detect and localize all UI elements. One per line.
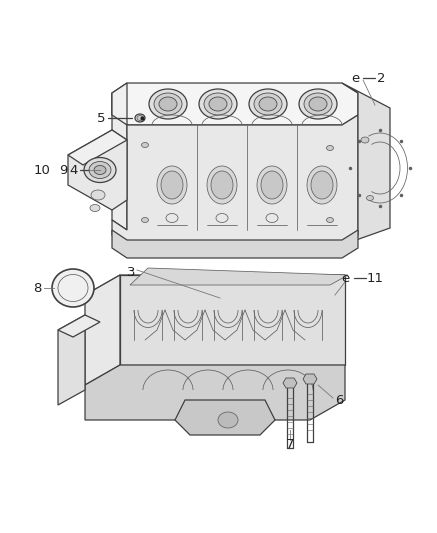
Ellipse shape — [326, 146, 333, 150]
Polygon shape — [175, 400, 275, 435]
Ellipse shape — [91, 190, 105, 200]
Polygon shape — [58, 315, 85, 405]
Ellipse shape — [257, 166, 287, 204]
Ellipse shape — [249, 89, 287, 119]
Ellipse shape — [161, 171, 183, 199]
Ellipse shape — [159, 97, 177, 111]
Polygon shape — [85, 275, 345, 295]
Text: 11: 11 — [367, 271, 384, 285]
Text: 2: 2 — [377, 71, 385, 85]
Text: 3: 3 — [126, 265, 135, 279]
Polygon shape — [68, 130, 127, 165]
Polygon shape — [303, 374, 317, 384]
Ellipse shape — [149, 89, 187, 119]
Ellipse shape — [157, 166, 187, 204]
Ellipse shape — [94, 166, 106, 174]
Polygon shape — [68, 130, 127, 210]
Ellipse shape — [142, 217, 149, 222]
Text: 4: 4 — [69, 164, 78, 176]
Polygon shape — [58, 315, 100, 337]
Text: 7: 7 — [286, 439, 294, 451]
Polygon shape — [85, 365, 345, 420]
Ellipse shape — [311, 171, 333, 199]
Ellipse shape — [304, 93, 332, 115]
Text: e: e — [341, 271, 349, 285]
Text: 8: 8 — [34, 281, 42, 295]
Polygon shape — [130, 268, 348, 285]
Polygon shape — [112, 230, 358, 258]
Polygon shape — [112, 93, 127, 230]
Ellipse shape — [135, 114, 145, 122]
Ellipse shape — [218, 412, 238, 428]
Ellipse shape — [261, 171, 283, 199]
Ellipse shape — [199, 89, 237, 119]
Text: 9: 9 — [59, 164, 67, 176]
Ellipse shape — [299, 89, 337, 119]
Text: 10: 10 — [33, 164, 50, 176]
Ellipse shape — [137, 116, 143, 120]
Polygon shape — [85, 275, 120, 385]
Ellipse shape — [254, 93, 282, 115]
Ellipse shape — [307, 166, 337, 204]
Ellipse shape — [309, 97, 327, 111]
Text: 6: 6 — [335, 393, 343, 407]
Ellipse shape — [142, 142, 149, 148]
Ellipse shape — [52, 269, 94, 307]
Polygon shape — [120, 275, 345, 365]
Text: 5: 5 — [97, 111, 105, 125]
Polygon shape — [112, 83, 358, 125]
Ellipse shape — [84, 157, 116, 182]
Polygon shape — [342, 83, 390, 245]
Ellipse shape — [211, 171, 233, 199]
Ellipse shape — [326, 217, 333, 222]
Ellipse shape — [259, 97, 277, 111]
Ellipse shape — [89, 161, 111, 179]
Ellipse shape — [361, 137, 369, 143]
Ellipse shape — [367, 196, 374, 200]
Text: e: e — [351, 71, 359, 85]
Ellipse shape — [90, 205, 100, 212]
Polygon shape — [283, 378, 297, 388]
Ellipse shape — [154, 93, 182, 115]
Polygon shape — [112, 115, 358, 245]
Polygon shape — [112, 83, 127, 125]
Ellipse shape — [209, 97, 227, 111]
Ellipse shape — [207, 166, 237, 204]
Ellipse shape — [204, 93, 232, 115]
